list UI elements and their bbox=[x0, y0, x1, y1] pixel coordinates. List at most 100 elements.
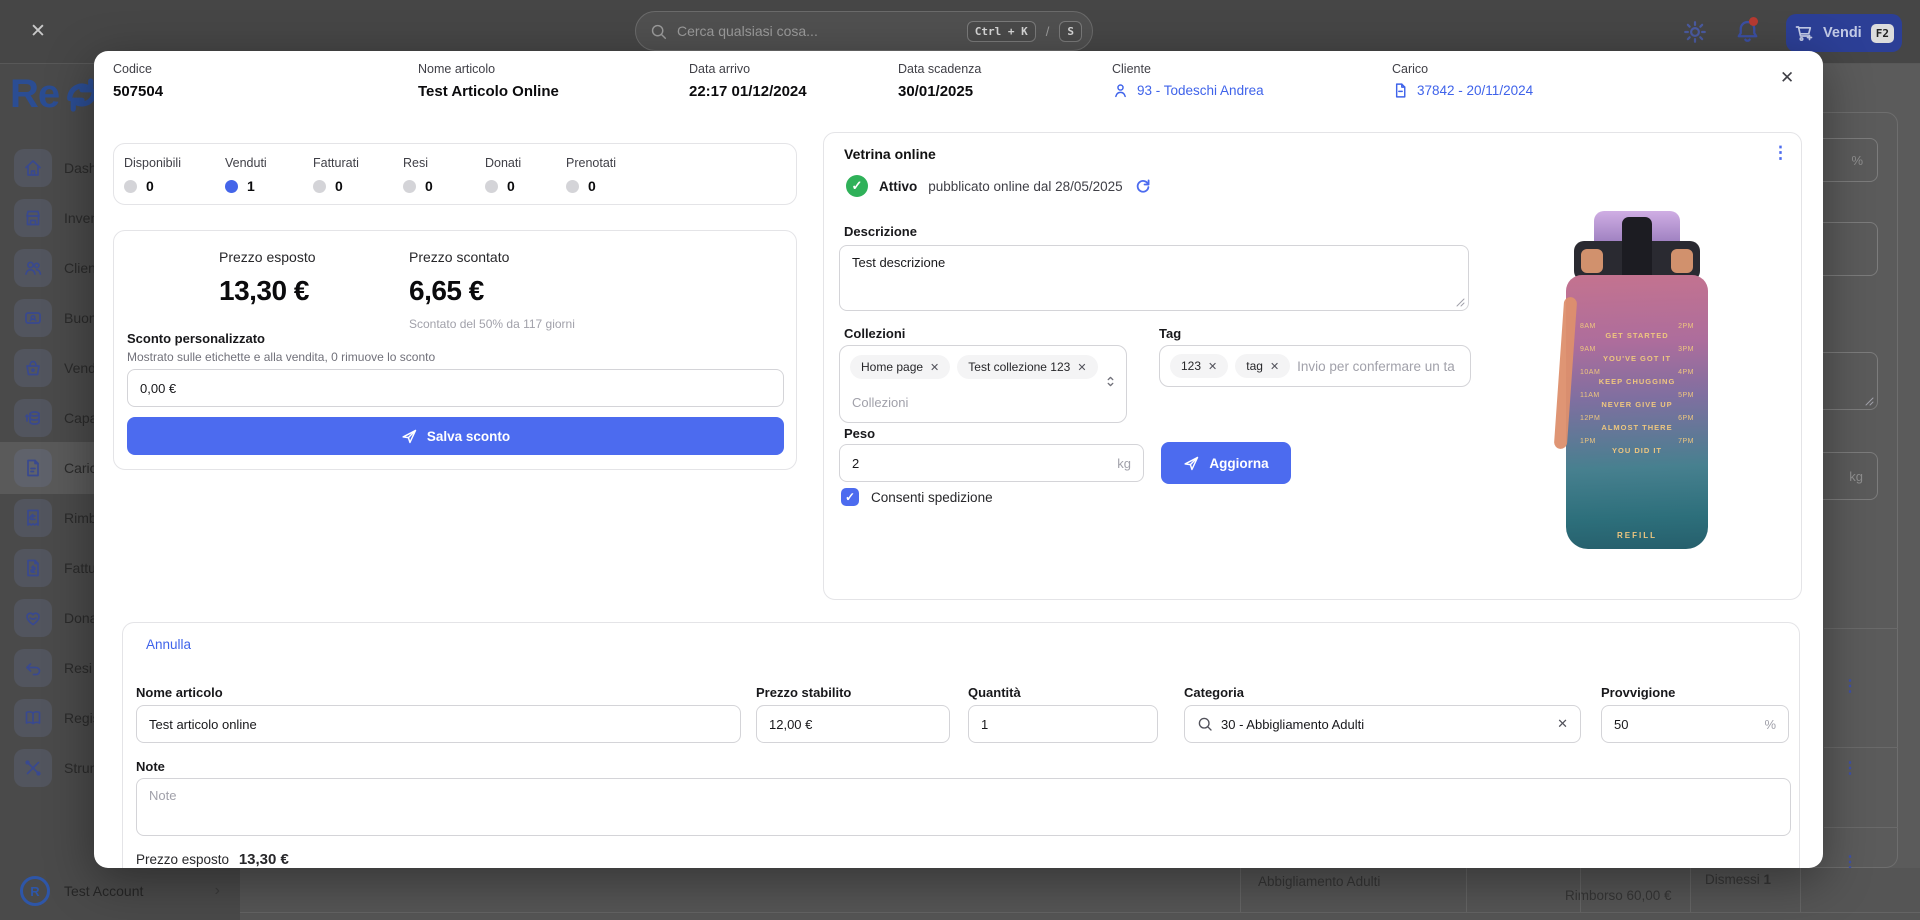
tag-chip: 123 ✕ bbox=[1170, 354, 1229, 378]
sidebar-item-label: Vend bbox=[64, 360, 96, 376]
header-field-codice: Codice 507504 bbox=[113, 62, 163, 100]
carico-link[interactable]: 37842 - 20/11/2024 bbox=[1392, 82, 1533, 99]
store-icon bbox=[14, 199, 52, 237]
resize-handle-icon[interactable] bbox=[1456, 298, 1465, 307]
note-placeholder: Note bbox=[149, 788, 177, 803]
remove-chip-icon[interactable]: ✕ bbox=[1208, 360, 1218, 373]
sidebar-item-label: Capa bbox=[64, 410, 98, 426]
shipping-checkbox[interactable]: ✓ bbox=[841, 488, 859, 506]
counter-prenotati: Prenotati 0 bbox=[566, 156, 616, 194]
cliente-link[interactable]: 93 - Todeschi Andrea bbox=[1112, 82, 1264, 99]
basket-icon bbox=[14, 349, 52, 387]
note-textarea[interactable]: Note bbox=[136, 778, 1791, 836]
sidebar-item-dashboard[interactable]: Dash bbox=[14, 146, 234, 190]
sidebar-item-label: Caric bbox=[64, 460, 97, 476]
search-placeholder: Cerca qualsiasi cosa... bbox=[677, 23, 818, 39]
provvigione-input[interactable]: 50 % bbox=[1601, 705, 1789, 743]
window-close-icon[interactable]: ✕ bbox=[30, 21, 46, 42]
counter-donati: Donati 0 bbox=[485, 156, 521, 194]
voucher-icon bbox=[14, 299, 52, 337]
sidebar-item-caparre[interactable]: Capa bbox=[14, 396, 234, 440]
account-switcher[interactable]: R Test Account › bbox=[20, 876, 220, 906]
field-label: Data arrivo bbox=[689, 62, 751, 76]
stepper-chevrons-icon[interactable] bbox=[1103, 374, 1118, 389]
categoria-select[interactable]: 30 - Abbigliamento Adulti ✕ bbox=[1184, 705, 1581, 743]
remove-chip-icon[interactable]: ✕ bbox=[1269, 360, 1280, 373]
app-logo[interactable]: Re bbox=[10, 72, 103, 117]
app-logo-text: Re bbox=[10, 72, 60, 116]
search-icon bbox=[1197, 716, 1213, 732]
prezzo-stabilito-value: 12,00 € bbox=[769, 716, 813, 732]
tag-input[interactable]: 123 ✕ tag ✕ Invio per confermare un ta bbox=[1159, 345, 1471, 387]
counter-label: Fatturati bbox=[313, 156, 359, 170]
search-input[interactable]: Cerca qualsiasi cosa... Ctrl + K / S bbox=[635, 11, 1093, 51]
provvigione-value: 50 bbox=[1614, 716, 1629, 732]
descrizione-textarea[interactable]: Test descrizione bbox=[839, 245, 1469, 311]
sell-shortcut-badge: F2 bbox=[1870, 23, 1894, 43]
sidebar-item-fatture[interactable]: Fattu bbox=[14, 546, 234, 590]
sidebar-item-carichi[interactable]: Caric bbox=[14, 446, 234, 490]
sidebar-item-inventario[interactable]: Inven bbox=[14, 196, 234, 240]
sidebar-item-resi[interactable]: Resi e bbox=[14, 646, 234, 690]
update-button[interactable]: Aggiorna bbox=[1161, 442, 1291, 484]
header-field-carico: Carico 37842 - 20/11/2024 bbox=[1392, 62, 1533, 99]
sidebar-item-label: Resi e bbox=[64, 660, 104, 676]
home-icon bbox=[14, 149, 52, 187]
header-field-data-arrivo: Data arrivo 22:17 01/12/2024 bbox=[689, 62, 807, 100]
vetrina-card: Vetrina online ⋮ ✓ Attivo pubblicato onl… bbox=[823, 132, 1802, 600]
counter-value: 0 bbox=[335, 178, 343, 194]
clear-icon[interactable]: ✕ bbox=[1557, 716, 1568, 731]
search-icon bbox=[650, 23, 667, 40]
quantita-input[interactable]: 1 bbox=[968, 705, 1158, 743]
kg-suffix: kg bbox=[1849, 468, 1863, 484]
summary-label: Prezzo esposto bbox=[136, 852, 230, 867]
remove-chip-icon[interactable]: ✕ bbox=[1077, 361, 1087, 374]
sconto-input[interactable]: 0,00 € bbox=[127, 369, 784, 407]
counter-label: Prenotati bbox=[566, 156, 617, 170]
descrizione-label: Descrizione bbox=[844, 224, 917, 239]
collezioni-label: Collezioni bbox=[844, 326, 906, 341]
theme-toggle-icon[interactable] bbox=[1682, 19, 1708, 45]
tag-chip: tag ✕ bbox=[1235, 354, 1291, 378]
sidebar-item-registro[interactable]: Regis bbox=[14, 696, 234, 740]
prezzo-stabilito-input[interactable]: 12,00 € bbox=[756, 705, 950, 743]
modal-close-icon[interactable]: ✕ bbox=[1780, 68, 1795, 87]
header-field-data-scadenza: Data scadenza 30/01/2025 bbox=[898, 62, 981, 100]
receipt-refund-icon bbox=[14, 499, 52, 537]
sidebar-item-donazioni[interactable]: Dona bbox=[14, 596, 234, 640]
vetrina-menu-icon[interactable]: ⋮ bbox=[1772, 143, 1789, 162]
send-icon bbox=[1183, 455, 1200, 472]
save-discount-button[interactable]: Salva sconto bbox=[127, 417, 784, 455]
peso-input[interactable]: 2 kg bbox=[839, 444, 1144, 482]
background-table-strip: Abbigliamento Adulti Rimborso 60,00 € Di… bbox=[240, 868, 1920, 920]
collezioni-multiselect[interactable]: Home page ✕ Test collezione 123 ✕ Collezio… bbox=[839, 345, 1127, 423]
sidebar-item-label: Clien bbox=[64, 260, 96, 276]
sidebar-item-label: Buon bbox=[64, 310, 97, 326]
pricing-card: Prezzo esposto 13,30 € Prezzo scontato 6… bbox=[113, 230, 797, 470]
sidebar-item-vendite[interactable]: Vend bbox=[14, 346, 234, 390]
refresh-icon[interactable] bbox=[1134, 177, 1152, 195]
price-value: 6,65 € bbox=[409, 275, 484, 306]
table-cell-refund: Rimborso 60,00 € bbox=[1565, 888, 1672, 903]
nome-articolo-input[interactable]: Test articolo online bbox=[136, 705, 741, 743]
sidebar-item-strumenti[interactable]: Strum bbox=[14, 746, 234, 790]
annulla-link[interactable]: Annulla bbox=[146, 637, 192, 652]
sidebar-item-buoni[interactable]: Buon bbox=[14, 296, 234, 340]
bottle-lid bbox=[1574, 217, 1700, 283]
prezzo-stabilito-label: Prezzo stabilito bbox=[756, 685, 852, 700]
sidebar-item-rimborsi[interactable]: Rimb bbox=[14, 496, 234, 540]
categoria-label: Categoria bbox=[1184, 685, 1244, 700]
sidebar-item-clienti[interactable]: Clien bbox=[14, 246, 234, 290]
sell-button[interactable]: Vendi F2 bbox=[1786, 14, 1902, 52]
price-label: Prezzo esposto bbox=[219, 249, 316, 265]
remove-chip-icon[interactable]: ✕ bbox=[930, 361, 940, 374]
categoria-value: 30 - Abbigliamento Adulti bbox=[1221, 716, 1365, 732]
shortcut-badge: S bbox=[1059, 20, 1082, 42]
field-value: Test Articolo Online bbox=[418, 83, 559, 100]
file-icon bbox=[1392, 82, 1409, 99]
quantita-label: Quantità bbox=[968, 685, 1021, 700]
chip-label: Test collezione 123 bbox=[968, 360, 1071, 374]
field-label: Data scadenza bbox=[898, 62, 982, 76]
price-label: Prezzo scontato bbox=[409, 249, 510, 265]
price-value: 13,30 € bbox=[219, 275, 309, 306]
